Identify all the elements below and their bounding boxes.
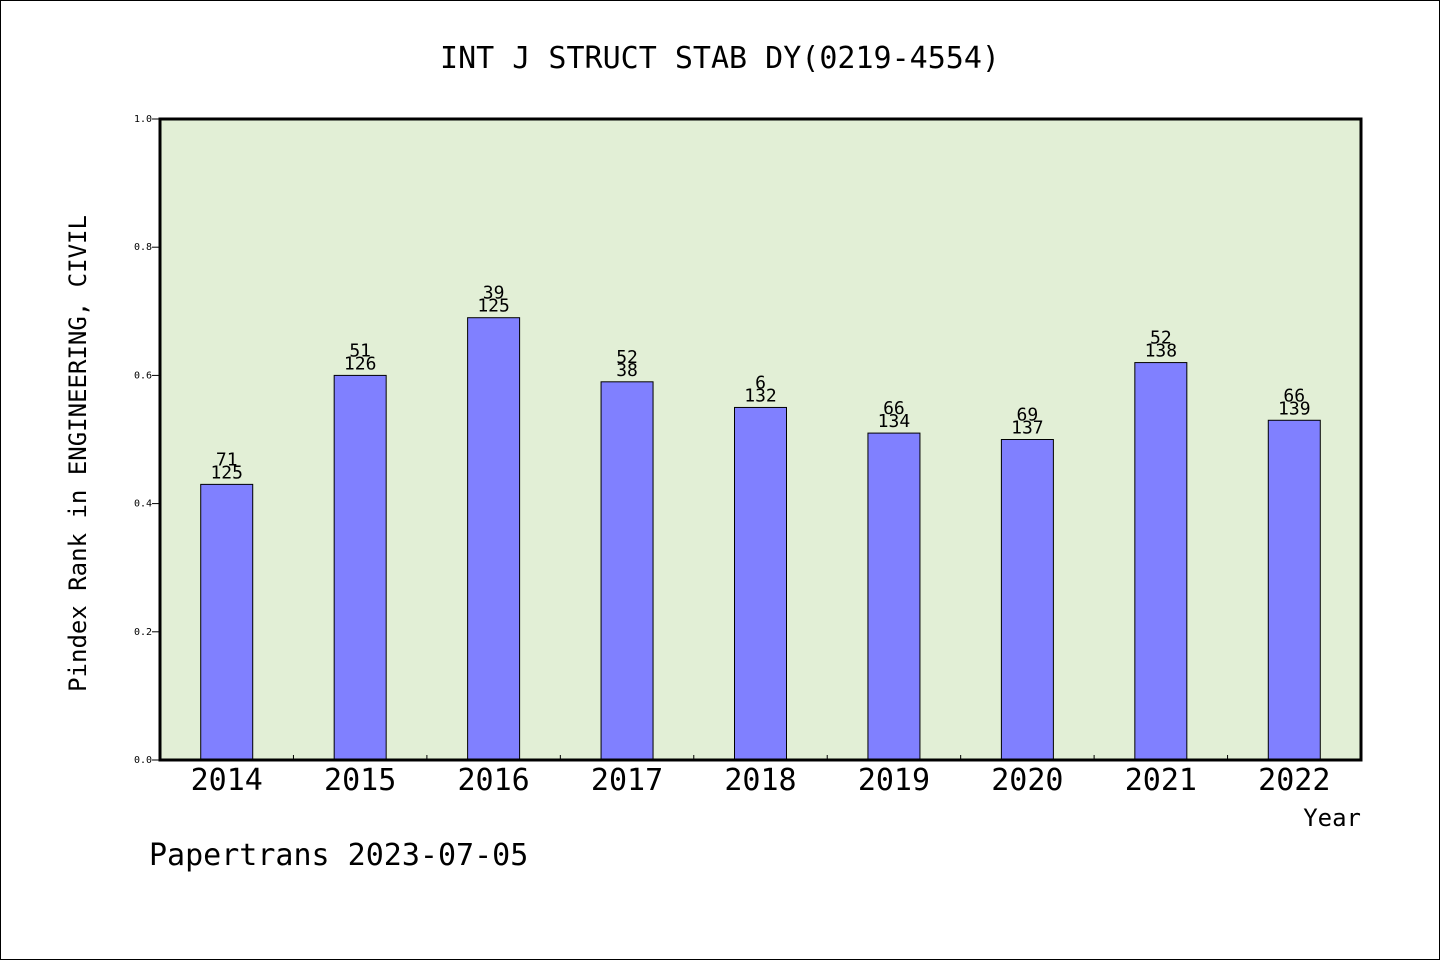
total-label: 132 <box>744 385 777 406</box>
rank-label: 52 <box>1150 328 1172 349</box>
total-label: 138 <box>1145 341 1178 362</box>
bar <box>734 406 787 761</box>
rank-label: 66 <box>883 398 905 419</box>
total-label: 125 <box>477 296 510 317</box>
rank-label: 51 <box>349 340 371 361</box>
rank-label: 52 <box>616 347 638 368</box>
rank-label: 69 <box>1017 405 1039 426</box>
total-label: 139 <box>1278 398 1311 419</box>
total-label: 126 <box>344 353 377 374</box>
plot-border <box>158 117 1363 762</box>
y-tick-label: 0.8 <box>134 242 152 253</box>
footer-text: Papertrans 2023-07-05 <box>149 838 528 873</box>
chart-title: INT J STRUCT STAB DY(0219-4554) <box>440 41 1000 76</box>
y-tick-label: 0.0 <box>134 755 152 766</box>
y-tick-label: 0.2 <box>134 627 152 638</box>
y-axis: 0.0 0.2 0.4 0.6 0.8 1.0 <box>134 114 160 766</box>
x-axis-label: Year <box>1303 804 1361 832</box>
bar <box>1000 439 1054 761</box>
rank-label: 6 <box>755 372 766 393</box>
y-tick-label: 0.6 <box>134 370 152 381</box>
x-tick-label: 2019 <box>858 763 930 798</box>
y-tick-label: 1.0 <box>134 114 152 125</box>
y-axis-label: Pindex Rank in ENGINEERING, CIVIL <box>64 215 92 692</box>
bar <box>333 374 387 761</box>
total-label: 137 <box>1011 418 1044 439</box>
x-tick-label: 2014 <box>191 763 263 798</box>
rank-label: 71 <box>216 449 238 470</box>
x-tick-label: 2022 <box>1258 763 1330 798</box>
x-tick-label: 2015 <box>324 763 396 798</box>
y-tick-label: 0.4 <box>134 499 152 510</box>
bar <box>200 483 254 761</box>
bar <box>1134 362 1188 761</box>
x-tick-label: 2017 <box>591 763 663 798</box>
x-axis: 2014 2015 2016 2017 2018 2019 2020 2021 2022 <box>191 755 1330 798</box>
x-tick-label: 2018 <box>724 763 796 798</box>
x-tick-label: 2016 <box>457 763 529 798</box>
bar <box>600 381 654 761</box>
total-label: 38 <box>616 360 638 381</box>
bar <box>867 432 921 761</box>
bar <box>1267 419 1321 761</box>
bar <box>467 317 521 761</box>
bars-group <box>200 317 1321 761</box>
x-tick-label: 2021 <box>1125 763 1197 798</box>
rank-label: 39 <box>483 283 505 304</box>
total-label: 134 <box>878 411 911 432</box>
total-label: 125 <box>210 462 243 483</box>
rank-label: 66 <box>1283 385 1305 406</box>
x-tick-label: 2020 <box>991 763 1063 798</box>
